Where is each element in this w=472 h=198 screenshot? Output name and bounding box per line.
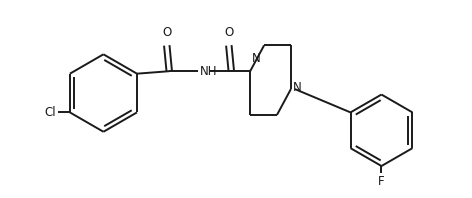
Text: Cl: Cl [44, 106, 56, 119]
Text: NH: NH [200, 65, 217, 78]
Text: O: O [162, 26, 171, 39]
Text: N: N [294, 81, 302, 94]
Text: N: N [252, 52, 261, 65]
Text: O: O [224, 26, 234, 39]
Text: F: F [378, 175, 385, 188]
